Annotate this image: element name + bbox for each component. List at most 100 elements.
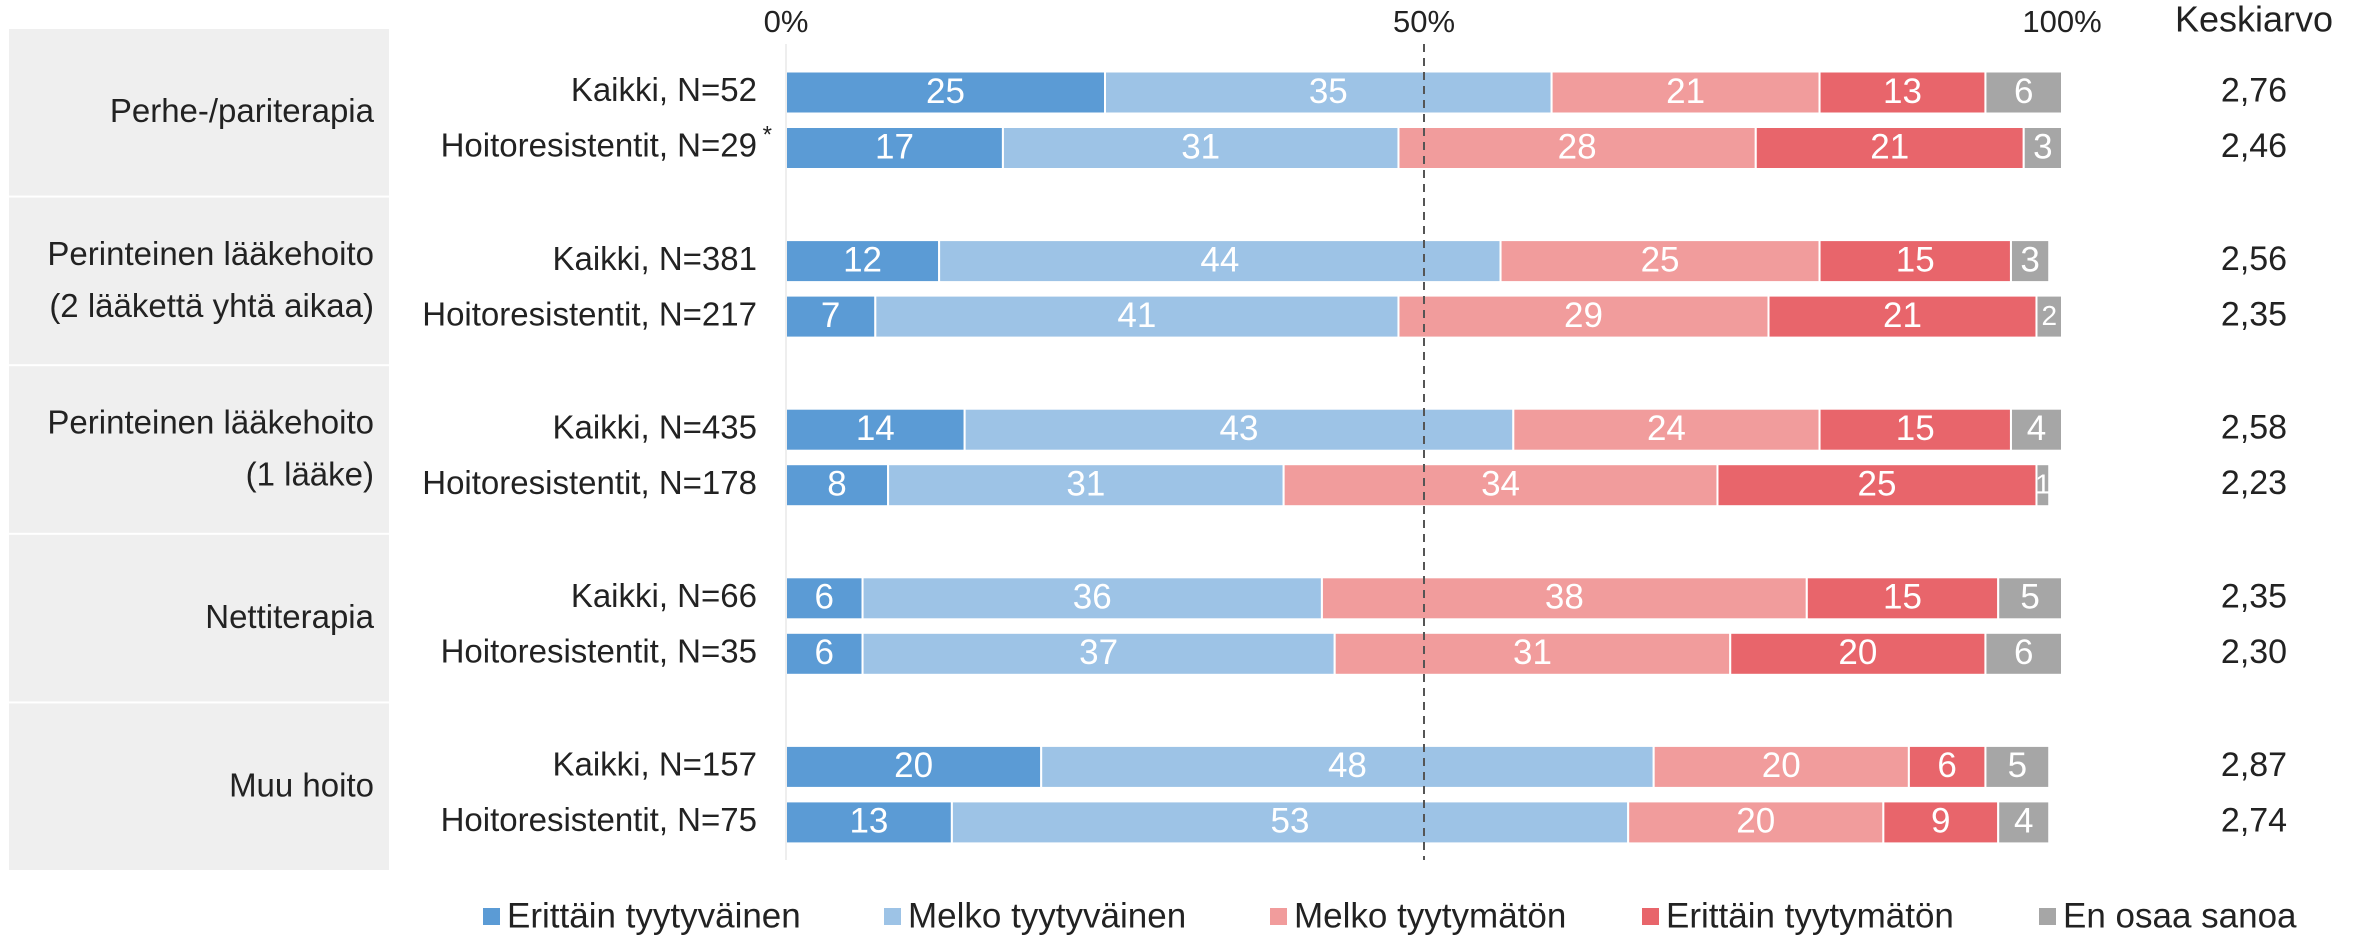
mean-value: 2,58 <box>2221 409 2287 447</box>
bar-value-label: 44 <box>1200 240 1239 279</box>
mean-value: 2,23 <box>2221 464 2287 502</box>
bar-segment <box>785 126 1004 170</box>
bar-segment <box>1499 239 1821 284</box>
bar-value-label: 8 <box>827 464 846 503</box>
bar-segment <box>1767 294 2038 339</box>
bar-value-label: 25 <box>926 72 965 111</box>
legend-label: Melko tyytyväinen <box>908 896 1186 935</box>
bar-segment <box>1333 631 1732 676</box>
bar-segment <box>2035 463 2051 508</box>
legend-label: Erittäin tyytyväinen <box>507 896 801 935</box>
bar-value-label: 15 <box>1896 240 1935 279</box>
bar-value-label: 3 <box>2020 240 2039 279</box>
row-label: Hoitoresistentit, N=75 <box>441 801 757 838</box>
bar-value-label: 7 <box>821 296 840 335</box>
legend-swatch <box>1642 908 1659 925</box>
legend-label: Erittäin tyytymätön <box>1666 896 1954 935</box>
bar-segment <box>1040 744 1655 789</box>
bar-value-label: 53 <box>1271 802 1310 841</box>
bar-segment <box>1716 463 2038 508</box>
bar-segment <box>1512 407 1821 452</box>
bar-value-label: 36 <box>1073 578 1112 617</box>
bar-value-label: 21 <box>1883 296 1922 335</box>
bar-segment <box>950 800 1630 845</box>
group-box <box>9 534 389 702</box>
bar-value-label: 31 <box>1066 464 1105 503</box>
bar-value-label: 5 <box>2020 578 2039 617</box>
bar-value-label: 25 <box>1858 464 1897 503</box>
bar-value-label: 6 <box>815 633 834 672</box>
bar-segment <box>2009 407 2063 452</box>
bar-segment <box>785 744 1043 789</box>
legend-label: Melko tyytymätön <box>1294 896 1566 935</box>
bar-segment <box>1397 126 1757 170</box>
bar-segment <box>938 239 1502 284</box>
x-tick-label: 0% <box>764 4 809 39</box>
bar-segment <box>1754 126 2025 170</box>
bar-segment <box>1805 576 2000 621</box>
group-label: Perinteinen lääkehoito (2 lääkettä yhtä a… <box>47 235 374 324</box>
bar-value-label: 15 <box>1896 409 1935 448</box>
bar-segment <box>2022 126 2063 170</box>
row-label: Kaikki, N=52 <box>571 71 757 108</box>
bar-segment <box>785 800 953 845</box>
bar-segment <box>887 463 1285 508</box>
bar-value-label: 35 <box>1309 72 1348 111</box>
bar-value-label: 4 <box>2027 409 2046 448</box>
mean-value: 2,30 <box>2221 633 2287 671</box>
bar-segment <box>1627 800 1885 845</box>
bar-value-label: 43 <box>1220 409 1259 448</box>
bar-value-label: 3 <box>2033 127 2052 166</box>
row-label: Hoitoresistentit, N=29 <box>441 127 757 164</box>
bar-segment <box>1984 70 2063 115</box>
bar-segment <box>1282 463 1719 508</box>
group-box <box>9 29 389 196</box>
x-tick-label: 100% <box>2022 4 2101 39</box>
row-label: Kaikki, N=66 <box>571 577 757 614</box>
bar-segment <box>1818 239 2012 284</box>
bar-value-label: 48 <box>1328 746 1367 785</box>
legend-swatch <box>483 908 500 925</box>
bar-value-label: 1 <box>2035 469 2051 500</box>
bar-value-label: 34 <box>1481 464 1520 503</box>
bar-segment <box>861 631 1336 676</box>
footnote-marker: * <box>763 121 772 148</box>
mean-title: Keskiarvo <box>2175 0 2333 40</box>
mean-value: 2,76 <box>2221 71 2287 109</box>
bar-value-label: 21 <box>1870 127 1909 166</box>
group-label: Perinteinen lääkehoito (1 lääke) <box>47 403 374 492</box>
mean-value: 2,74 <box>2221 801 2287 839</box>
bar-value-label: 5 <box>2008 746 2027 785</box>
bar-segment <box>1984 631 2063 676</box>
bar-segment <box>1882 800 2000 845</box>
mean-value: 2,46 <box>2221 127 2287 165</box>
bar-value-label: 38 <box>1545 578 1584 617</box>
bar-segment <box>785 631 864 676</box>
bar-segment <box>2009 239 2051 284</box>
bar-segment <box>1984 744 2051 789</box>
bar-value-label: 29 <box>1564 296 1603 335</box>
bar-value-label: 20 <box>894 746 933 785</box>
legend-swatch <box>1270 908 1287 925</box>
bar-value-label: 6 <box>2014 633 2033 672</box>
bar-segment <box>1320 576 1808 621</box>
bar-segment <box>1997 800 2051 845</box>
bar-value-label: 20 <box>1762 746 1801 785</box>
bar-segment <box>1550 70 1821 115</box>
row-label: Hoitoresistentit, N=178 <box>422 464 757 501</box>
mean-value: 2,87 <box>2221 746 2287 784</box>
bar-value-label: 17 <box>875 127 914 166</box>
group-label: Muu hoito <box>229 766 374 803</box>
bar-value-label: 21 <box>1666 72 1705 111</box>
bar-value-label: 25 <box>1641 240 1680 279</box>
row-label: Kaikki, N=381 <box>552 240 757 277</box>
legend-swatch <box>2039 908 2056 925</box>
bar-segment <box>874 294 1400 339</box>
bar-value-label: 12 <box>843 240 882 279</box>
bar-value-label: 24 <box>1647 409 1686 448</box>
bar-segment <box>785 239 941 284</box>
bar-value-label: 20 <box>1736 802 1775 841</box>
row-label: Hoitoresistentit, N=217 <box>422 295 757 332</box>
group-box <box>9 197 389 365</box>
